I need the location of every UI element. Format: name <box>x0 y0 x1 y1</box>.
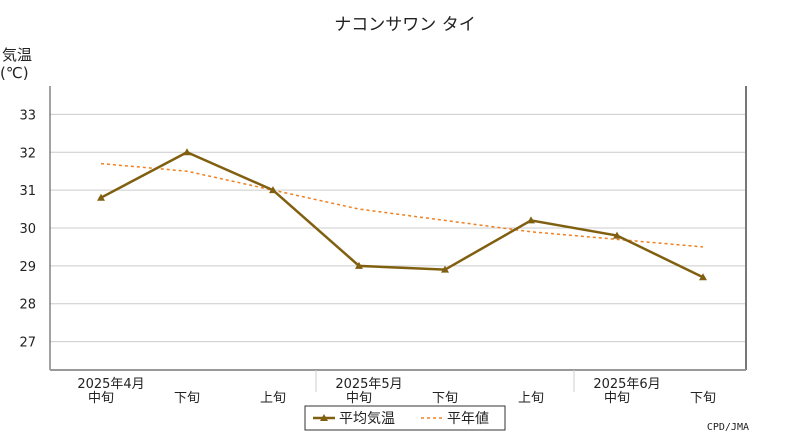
chart-title: ナコンサワン タイ <box>334 15 475 35</box>
avg-temp-point <box>355 261 363 269</box>
y-tick-label: 28 <box>19 298 36 313</box>
avg-temp-point <box>97 193 105 201</box>
x-tick-label-dekad: 中旬 <box>88 391 114 406</box>
y-tick-label: 30 <box>19 222 36 237</box>
x-tick-label-dekad: 上旬 <box>518 391 544 406</box>
avg-temp-point <box>613 231 621 239</box>
avg-temp-point <box>527 216 535 224</box>
x-tick-label-dekad: 上旬 <box>260 391 286 406</box>
x-tick-label-month: 2025年6月 <box>593 377 660 392</box>
x-tick-label-dekad: 中旬 <box>346 391 372 406</box>
x-tick-label-dekad: 中旬 <box>604 391 630 406</box>
x-tick-label-dekad: 下旬 <box>432 391 458 406</box>
legend-marker-avg-temp <box>320 414 328 421</box>
y-tick-label: 33 <box>19 108 36 123</box>
x-tick-label-dekad: 下旬 <box>174 391 200 406</box>
avg-temp-point <box>269 186 277 194</box>
plot-area: 27 28 29 30 31 32 33 中旬 下旬 上旬 中旬 下旬 上旬 中旬 下旬 2025年4月 202… <box>19 86 747 406</box>
credit-label: CPD/JMA <box>707 422 749 433</box>
y-tick-label: 27 <box>19 336 36 351</box>
legend-box <box>304 405 506 431</box>
x-tick-label-month: 2025年4月 <box>77 377 144 392</box>
legend-label-avg-temp: 平均気温 <box>339 411 395 427</box>
y-tick-label: 29 <box>19 260 36 275</box>
avg-temp-point <box>441 265 449 273</box>
avg-temp-point <box>183 148 191 156</box>
x-tick-label-month: 2025年5月 <box>335 377 402 392</box>
avg-temp-point <box>699 273 707 281</box>
y-tick-label: 31 <box>19 184 36 199</box>
y-tick-label: 32 <box>19 146 36 161</box>
y-axis-label: 気温 <box>2 46 32 64</box>
legend: 平均気温 平年値 <box>304 405 506 431</box>
x-tick-label-dekad: 下旬 <box>690 391 716 406</box>
avg-temp-series-line <box>100 150 704 279</box>
y-axis-unit: (℃) <box>0 64 29 82</box>
legend-label-normal: 平年値 <box>447 411 489 427</box>
